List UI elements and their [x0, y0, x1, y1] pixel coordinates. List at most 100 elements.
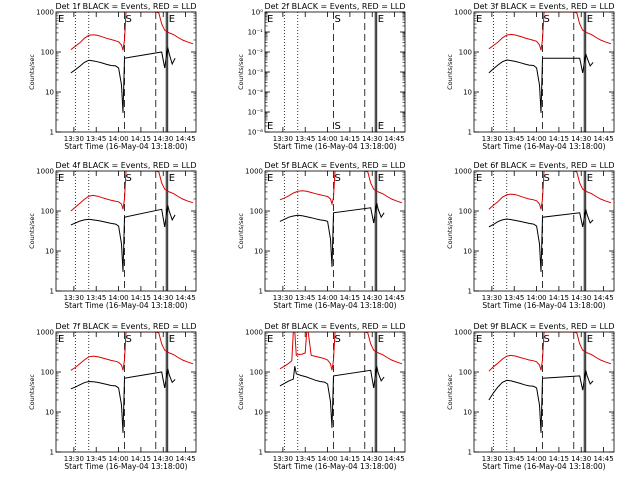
marker-top-e: E [267, 173, 273, 184]
marker-bottom-s: S [335, 121, 341, 132]
series-line-events [70, 47, 176, 113]
x-tick-label: 14:00 [317, 135, 337, 143]
x-tick-label: 14:30 [153, 294, 173, 302]
x-tick-label: 14:15 [549, 294, 569, 302]
detector-panel-4: Det 4f BLACK = Events, RED = LLD 1 10 100 10… [28, 161, 197, 310]
detector-panel-1: Det 1f BLACK = Events, RED = LLD 1 10 100 10… [28, 2, 197, 151]
detector-panel-5: Det 5f BLACK = Events, RED = LLD 1 10 100 10… [237, 161, 406, 310]
x-axis-label: Start Time (16-May-04 13:18:00) [273, 142, 396, 151]
y-tick-label: 1 [468, 129, 472, 137]
x-axis-label: Start Time (16-May-04 13:18:00) [482, 462, 605, 471]
x-axis-label: Start Time (16-May-04 13:18:00) [482, 301, 605, 310]
marker-bottom-e: E [267, 121, 273, 132]
y-axis-label: Counts/sec [237, 213, 245, 249]
marker-top-s: S [126, 14, 132, 25]
y-tick-label: 10⁰ [251, 9, 263, 17]
x-tick-label: 14:30 [153, 135, 173, 143]
series-line-lld [70, 12, 194, 51]
detector-panel-8: Det 8f BLACK = Events, RED = LLD 1 10 100 10… [237, 322, 406, 471]
y-tick-label: 100 [250, 208, 263, 216]
series-line-events [70, 368, 176, 433]
x-tick-label: 14:15 [131, 294, 151, 302]
y-tick-label: 10 [45, 89, 54, 97]
marker-top-s: S [544, 173, 550, 184]
y-tick-label: 10⁻⁵ [248, 109, 264, 117]
y-tick-label: 1000 [36, 9, 54, 17]
x-tick-label: 14:00 [317, 455, 337, 463]
x-tick-label: 14:30 [362, 135, 382, 143]
y-tick-label: 10⁻² [248, 49, 264, 57]
x-tick-label: 13:30 [64, 135, 84, 143]
x-tick-label: 14:45 [175, 294, 195, 302]
x-axis-label: Start Time (16-May-04 13:18:00) [64, 462, 187, 471]
plot-frame [55, 11, 197, 133]
x-tick-label: 13:45 [295, 455, 315, 463]
y-tick-label: 10⁻⁶ [248, 129, 264, 137]
series-line-events [70, 205, 176, 272]
panel-title: Det 6f BLACK = Events, RED = LLD [473, 161, 614, 170]
y-tick-label: 10 [254, 409, 263, 417]
y-tick-label: 1 [50, 449, 54, 457]
y-tick-label: 100 [41, 369, 54, 377]
x-tick-label: 14:30 [362, 294, 382, 302]
x-tick-label: 14:45 [384, 455, 404, 463]
marker-top-s: S [335, 173, 341, 184]
x-tick-label: 14:00 [317, 294, 337, 302]
y-tick-label: 1000 [245, 168, 263, 176]
panel-title: Det 2f BLACK = Events, RED = LLD [264, 2, 405, 11]
plot-frame [473, 11, 615, 133]
y-tick-label: 10 [45, 248, 54, 256]
panel-title: Det 8f BLACK = Events, RED = LLD [264, 322, 405, 331]
series-line-lld [488, 332, 612, 372]
x-tick-label: 14:15 [340, 455, 360, 463]
marker-top-e: E [58, 334, 64, 345]
x-tick-label: 13:30 [273, 135, 293, 143]
marker-top-e: E [267, 334, 273, 345]
x-tick-label: 13:45 [86, 455, 106, 463]
y-axis-label: Counts/sec [237, 374, 245, 410]
plot-frame [473, 170, 615, 292]
y-tick-label: 10 [463, 248, 472, 256]
marker-top-e: E [58, 14, 64, 25]
y-tick-label: 100 [41, 49, 54, 57]
series-line-lld [70, 171, 194, 212]
y-tick-label: 1 [50, 288, 54, 296]
y-tick-label: 100 [459, 369, 472, 377]
x-tick-label: 14:15 [131, 135, 151, 143]
x-tick-label: 13:45 [86, 135, 106, 143]
plot-frame [264, 170, 406, 292]
y-tick-label: 100 [41, 208, 54, 216]
series-line-lld [279, 171, 403, 206]
series-line-events [488, 370, 594, 433]
x-tick-label: 13:30 [273, 294, 293, 302]
x-tick-label: 14:30 [153, 455, 173, 463]
y-axis-label: Counts/sec [28, 374, 36, 410]
y-tick-label: 1 [259, 449, 263, 457]
x-tick-label: 13:30 [482, 455, 502, 463]
x-tick-label: 13:45 [504, 455, 524, 463]
series-line-lld [70, 332, 194, 371]
panel-title: Det 3f BLACK = Events, RED = LLD [473, 2, 614, 11]
plot-frame [473, 331, 615, 453]
x-tick-label: 14:45 [593, 455, 613, 463]
y-tick-label: 1000 [36, 168, 54, 176]
x-tick-label: 14:00 [526, 135, 546, 143]
x-tick-label: 14:45 [384, 135, 404, 143]
y-tick-label: 1 [50, 129, 54, 137]
x-tick-label: 14:15 [131, 455, 151, 463]
x-tick-label: 14:45 [593, 135, 613, 143]
y-tick-label: 100 [459, 208, 472, 216]
x-tick-label: 14:00 [526, 294, 546, 302]
y-tick-label: 1 [468, 449, 472, 457]
y-axis-label: Counts/sec [446, 374, 454, 410]
x-tick-label: 13:45 [295, 135, 315, 143]
marker-top-e: E [587, 334, 593, 345]
marker-top-e: E [378, 14, 384, 25]
x-tick-label: 14:00 [108, 455, 128, 463]
x-tick-label: 14:30 [571, 135, 591, 143]
marker-top-e: E [169, 14, 175, 25]
x-tick-label: 14:30 [571, 455, 591, 463]
y-axis-label: Counts/sec [446, 54, 454, 90]
detector-panel-3: Det 3f BLACK = Events, RED = LLD 1 10 100 10… [446, 2, 615, 151]
series-line-events [488, 53, 594, 113]
